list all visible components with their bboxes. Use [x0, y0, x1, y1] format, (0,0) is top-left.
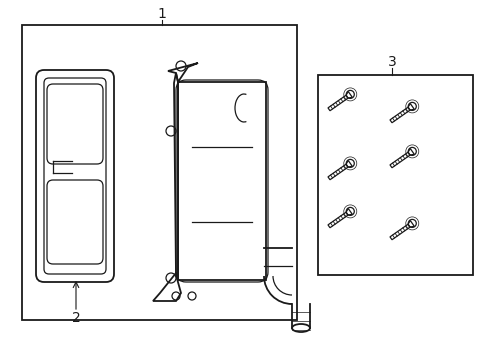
Bar	[318, 75, 473, 275]
Polygon shape	[408, 104, 414, 110]
Polygon shape	[408, 149, 414, 155]
Polygon shape	[328, 95, 348, 111]
Bar	[178, 82, 266, 280]
Bar	[22, 25, 297, 320]
Polygon shape	[346, 91, 352, 98]
Polygon shape	[328, 212, 348, 228]
Polygon shape	[328, 164, 348, 180]
Text: 1: 1	[158, 7, 167, 21]
Polygon shape	[390, 152, 410, 168]
Polygon shape	[390, 224, 410, 240]
Polygon shape	[346, 161, 352, 167]
Text: 3: 3	[388, 55, 396, 69]
Text: 2: 2	[72, 311, 80, 325]
Polygon shape	[346, 208, 352, 215]
Polygon shape	[390, 107, 410, 123]
Polygon shape	[408, 221, 414, 227]
